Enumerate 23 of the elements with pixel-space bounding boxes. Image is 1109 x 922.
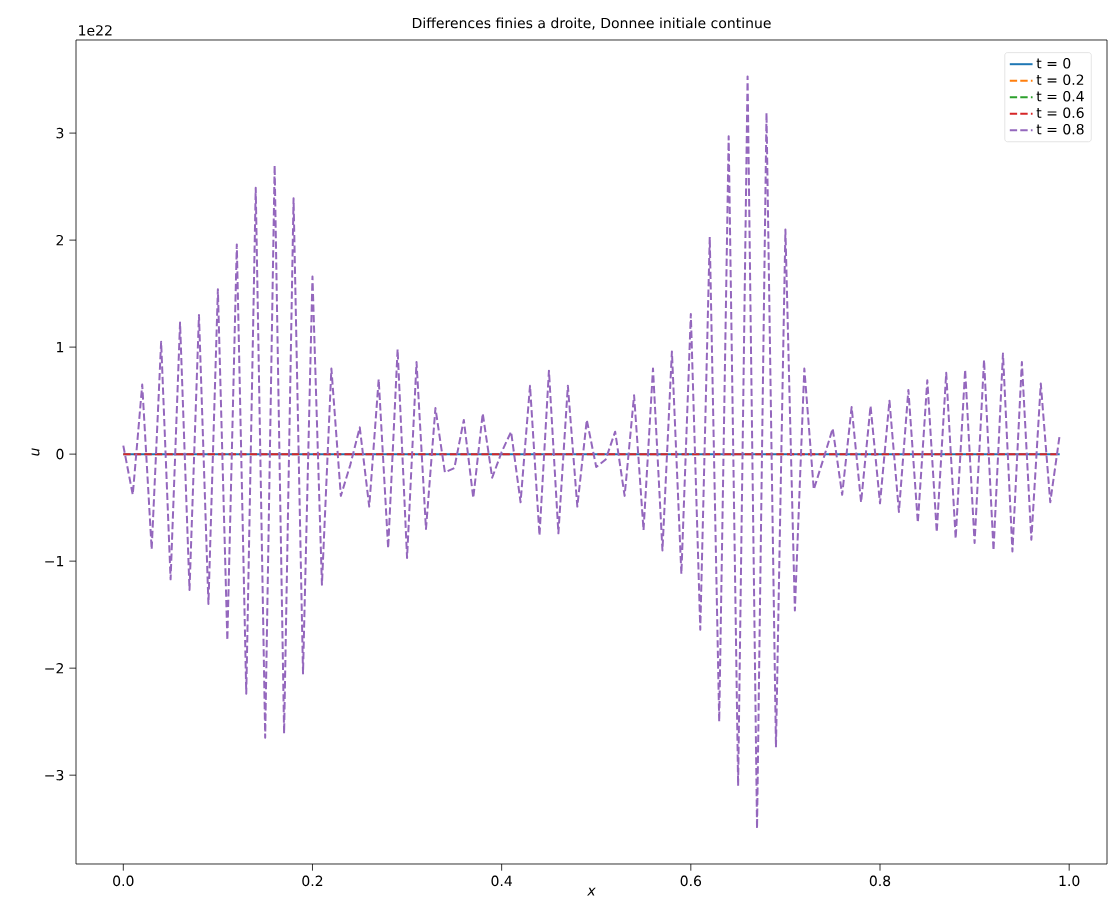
y-tick-label: 0: [56, 448, 64, 460]
y-tick-label: 3: [56, 127, 64, 139]
y-tick-label: −3: [45, 769, 64, 781]
x-tick-label: 0.4: [491, 875, 512, 887]
x-tick-label: 0.6: [680, 875, 702, 887]
legend-label: t = 0.6: [1036, 107, 1084, 118]
legend-label: t = 0.8: [1036, 123, 1084, 135]
y-axis-title: u: [31, 448, 40, 456]
legend-label: t = 0: [1036, 57, 1071, 69]
legend-label: t = 0.4: [1036, 90, 1084, 102]
text: 1e22: [79, 25, 112, 36]
line-series: [122, 75, 1061, 830]
x-tick-label: 1.0: [1059, 875, 1080, 887]
chart-title: Differences finies a droite, Donnee initiale continue: [412, 17, 771, 30]
legend-label: t = 0.2: [1036, 74, 1084, 86]
x-tick-label: 0.8: [869, 875, 891, 887]
y-tick-label: 2: [56, 234, 64, 246]
x-axis-title: x: [587, 887, 596, 896]
y-tick-label: −1: [45, 556, 64, 567]
y-tick-label: 1: [57, 342, 64, 353]
x-tick-label: 0.2: [302, 875, 323, 887]
y-tick-label: −2: [45, 662, 64, 674]
x-tick-label: 0.0: [113, 875, 134, 887]
